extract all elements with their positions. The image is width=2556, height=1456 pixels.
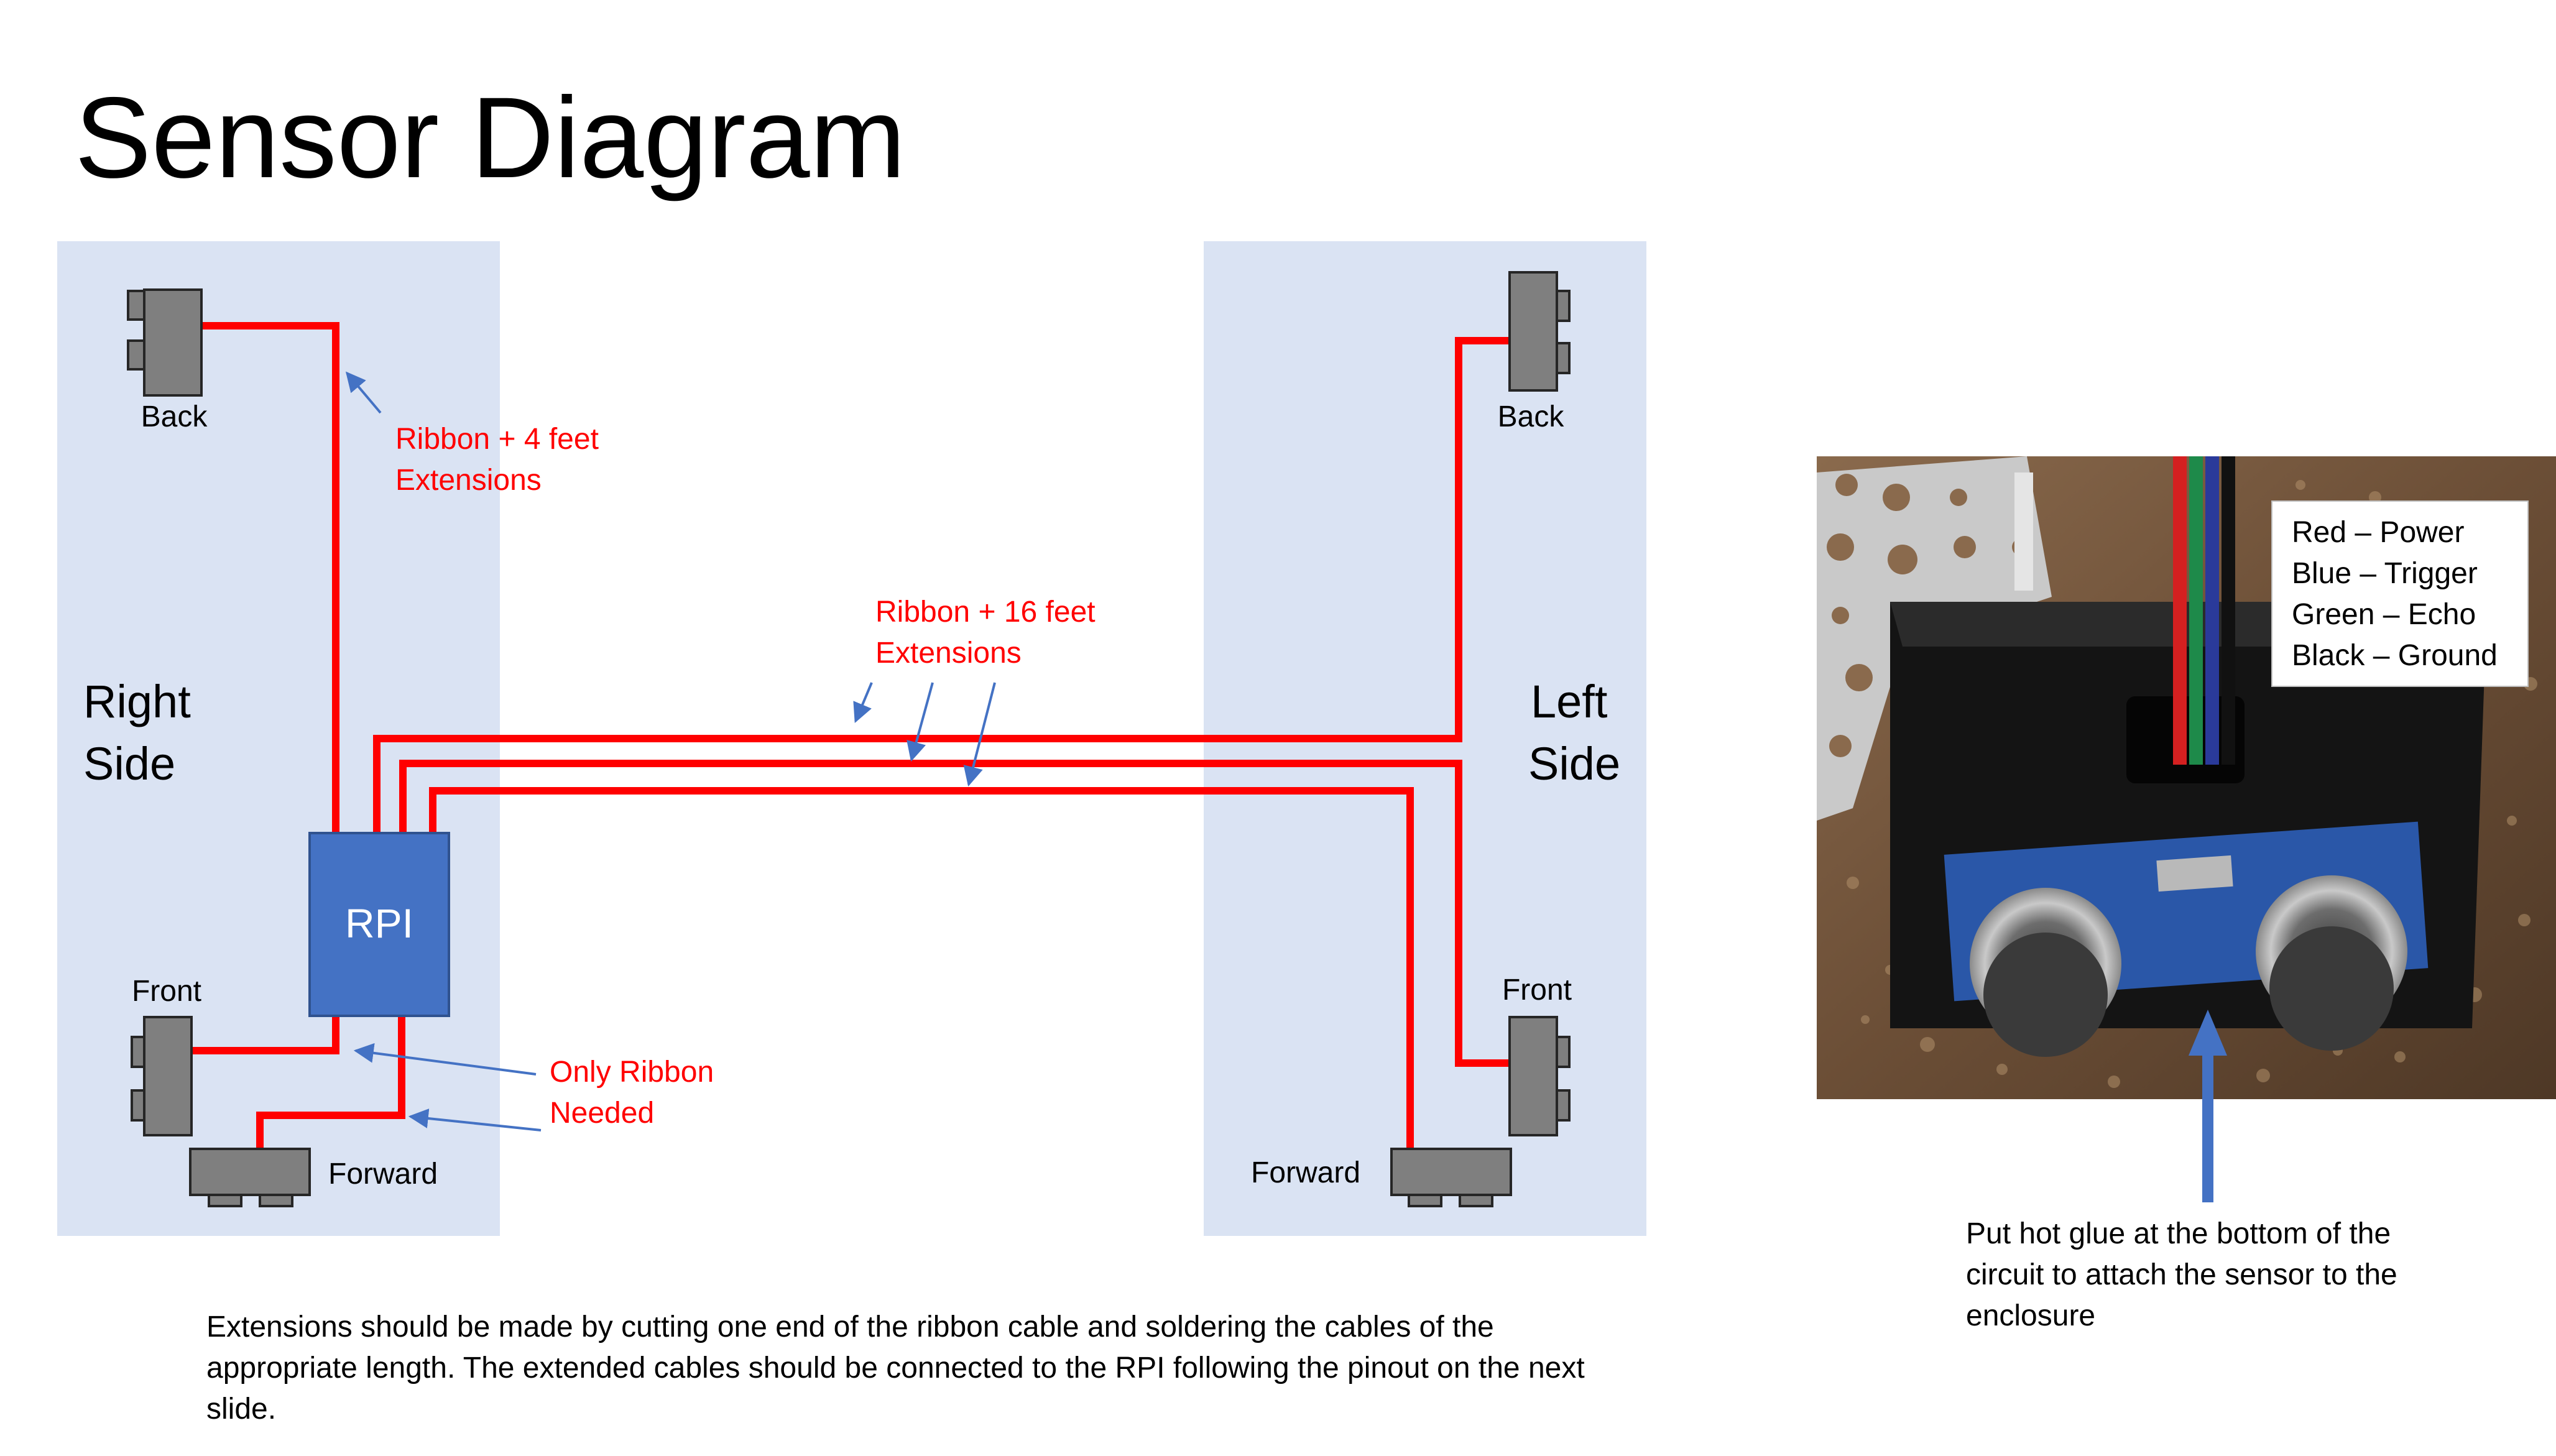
annotation-16ft-line2: Extensions xyxy=(875,637,1022,670)
wire-right-forward xyxy=(256,1016,405,1149)
sensor-left-forward xyxy=(1390,1148,1512,1207)
slide-caption: Extensions should be made by cutting one… xyxy=(206,1311,1585,1426)
photo-legend-box xyxy=(2271,500,2529,687)
label-left-forward: Forward xyxy=(1251,1156,1360,1189)
sensor-photo: Red – Power Blue – Trigger Green – Echo … xyxy=(1817,456,2556,1099)
rpi-label: RPI xyxy=(345,900,413,946)
wire-left-forward xyxy=(429,787,1414,1149)
legend-black: Black – Ground xyxy=(2292,639,2498,672)
annotation-4ft-line2: Extensions xyxy=(395,464,542,497)
page-title: Sensor Diagram xyxy=(75,74,906,202)
sensor-right-forward xyxy=(189,1148,311,1207)
wires xyxy=(190,322,1515,1149)
label-left-back: Back xyxy=(1498,400,1565,433)
left-side-label-line1: Left xyxy=(1531,676,1608,727)
wire-left-front xyxy=(399,760,1515,1067)
legend-green: Green – Echo xyxy=(2292,598,2476,631)
sensor-right-front xyxy=(131,1016,193,1136)
wire-right-front xyxy=(190,1016,339,1054)
annotation-arrows xyxy=(345,371,996,1131)
legend-red: Red – Power xyxy=(2292,516,2464,549)
annotation-4ft-line1: Ribbon + 4 feet xyxy=(395,423,599,456)
sensor-left-back xyxy=(1508,271,1571,392)
label-right-front: Front xyxy=(132,975,201,1008)
annotation-only-ribbon-line2: Needed xyxy=(550,1097,654,1130)
label-left-front: Front xyxy=(1502,974,1572,1007)
label-right-forward: Forward xyxy=(328,1158,438,1191)
annotation-only-ribbon-line1: Only Ribbon xyxy=(550,1056,714,1089)
right-side-label-line1: Right xyxy=(83,676,191,727)
wire-left-back xyxy=(373,337,1515,833)
wire-right-back xyxy=(201,322,339,833)
glue-note: Put hot glue at the bottom of the circui… xyxy=(1966,1217,2397,1332)
left-side-label-line2: Side xyxy=(1528,738,1620,790)
label-right-back: Back xyxy=(141,400,208,433)
glue-arrow xyxy=(2189,1010,2227,1202)
sensor-right-back xyxy=(127,288,203,397)
right-side-label-line2: Side xyxy=(83,738,175,790)
legend-blue: Blue – Trigger xyxy=(2292,557,2478,590)
sensor-left-front xyxy=(1508,1016,1571,1136)
annotation-16ft-line1: Ribbon + 16 feet xyxy=(875,596,1096,629)
rpi-box xyxy=(308,832,450,1017)
